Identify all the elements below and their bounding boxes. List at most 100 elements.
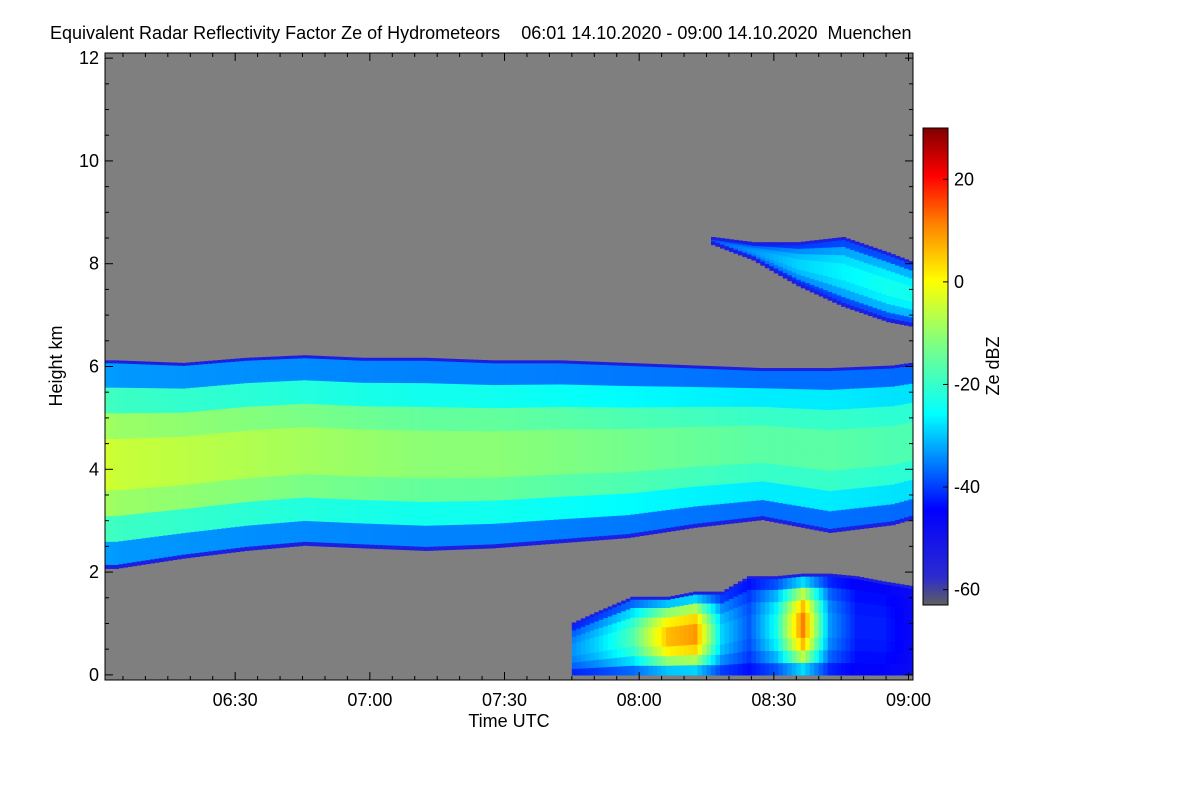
echo-cell [845,588,851,602]
echo-cell [760,369,766,389]
echo-edge-top [755,242,761,246]
echo-cell [392,406,398,431]
echo-cell [208,361,214,387]
echo-edge-base [850,305,856,310]
echo-edge-base [908,322,913,327]
echo-cell [289,521,295,546]
echo-edge-top [764,242,770,246]
echo-cell [517,407,524,431]
echo-cell [576,517,582,541]
echo-cell [886,261,892,271]
echo-edge-base [809,525,815,530]
echo-cell [679,644,685,656]
echo-cell [684,604,690,616]
echo-cell [356,428,362,453]
echo-cell [899,585,905,598]
echo-cell [405,453,411,478]
echo-edge-top [769,576,775,580]
echo-cell [728,243,735,246]
echo-cell [904,299,910,309]
echo-cell [755,249,761,253]
echo-cell [500,499,506,524]
echo-cell [863,387,869,408]
echo-cell [832,662,838,676]
echo-cell [697,386,703,407]
echo-cell [877,485,883,506]
echo-cell [724,653,730,665]
echo-edge-base [257,545,263,550]
echo-cell [185,532,191,557]
echo-cell [791,262,797,268]
echo-cell [351,428,357,453]
echo-edge-top [648,596,654,600]
echo-cell [392,382,398,407]
echo-cell [266,428,272,453]
echo-cell [621,514,627,538]
echo-cell [728,631,735,643]
echo-cell [598,406,604,430]
echo-cell [127,514,133,541]
echo-cell [854,650,860,664]
echo-edge-base [580,537,586,542]
echo-cell [908,402,913,423]
echo-cell [899,258,905,268]
echo-cell [796,427,802,448]
echo-edge-base [787,277,793,282]
echo-cell [872,257,878,267]
echo-cell [755,462,761,482]
echo-cell [773,246,779,251]
echo-cell [504,499,510,523]
echo-cell [230,383,236,409]
echo-edge-base [872,523,878,528]
echo-cell [715,425,721,446]
echo-cell [648,607,654,618]
echo-cell [630,406,636,429]
echo-cell [504,407,510,431]
echo-cell [598,658,604,668]
echo-edge-top [733,583,739,587]
echo-cell [176,508,182,534]
echo-edge-top [728,586,735,590]
echo-cell [365,452,371,477]
echo-cell [693,623,699,635]
echo-edge-top [845,367,851,371]
echo-edge-base [374,544,380,549]
echo-cell [185,387,191,413]
echo-cell [805,282,811,289]
echo-edge-top [652,596,658,600]
echo-edge-top [764,368,770,372]
echo-cell [881,640,887,653]
echo-cell [589,428,595,452]
echo-edge-base [733,519,739,524]
echo-cell [333,521,340,546]
echo-cell [149,412,155,438]
echo-cell [347,522,353,547]
echo-cell [315,520,322,545]
echo-cell [477,360,483,385]
echo-cell [719,633,726,645]
echo-cell [235,430,241,456]
echo-cell [746,368,752,389]
echo-cell [302,473,308,498]
echo-cell [666,597,672,609]
echo-cell [908,608,913,621]
echo-cell [859,650,865,664]
echo-edge-top [190,362,196,366]
echo-cell [598,619,604,628]
echo-edge-top [711,366,717,370]
echo-edge-base [899,320,905,325]
echo-cell [823,409,829,431]
echo-cell [688,613,694,625]
echo-cell [724,632,730,644]
echo-cell [796,637,802,651]
echo-cell [329,521,335,546]
echo-edge-top [814,573,820,577]
echo-cell [715,602,721,614]
echo-edge-top [693,365,699,369]
echo-cell [751,443,757,464]
echo-edge-top [414,357,420,361]
echo-cell [719,654,726,666]
echo-cell [818,624,824,638]
echo-cell [630,607,636,618]
echo-cell [706,445,712,466]
